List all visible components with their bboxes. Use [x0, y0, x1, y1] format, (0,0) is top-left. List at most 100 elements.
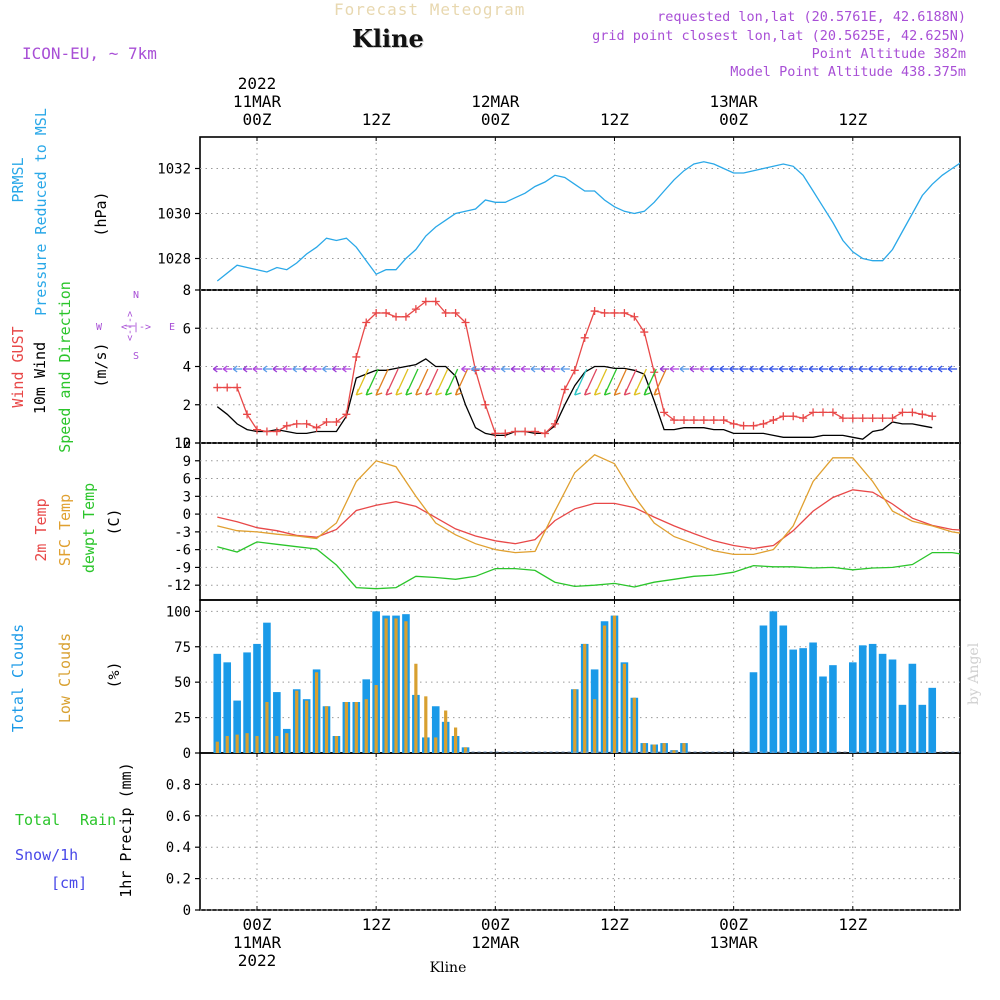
low-cloud-bar [364, 699, 368, 753]
precip-unit: 1hr Precip (mm) [117, 762, 135, 897]
wind-direction-arrow [679, 365, 689, 373]
wind-direction-arrow [937, 365, 948, 373]
low-cloud-bar [434, 737, 438, 753]
model-label: ICON-EU, ~ 7km [22, 44, 157, 63]
station-name: Kline [352, 24, 424, 53]
wind-direction-arrow [659, 365, 670, 373]
gust-marker [411, 305, 420, 314]
low-cloud-bar [662, 743, 666, 753]
total-cloud-bar [809, 642, 817, 753]
y-tick-label: 50 [174, 675, 191, 691]
wind-direction-arrow [623, 368, 638, 396]
t2m-label: 2m Temp [32, 498, 50, 561]
gust-marker [848, 414, 857, 423]
requested-coords: requested lon,lat (20.5761E, 42.6188N) [657, 9, 966, 25]
total-cloud-bar [858, 645, 867, 753]
gust-marker [253, 425, 261, 434]
gust-marker [868, 414, 877, 423]
gust-marker [550, 419, 559, 428]
total-cloud-bar [789, 649, 798, 753]
total-cloud-bar [918, 704, 927, 753]
total-cloud-bar [769, 611, 778, 753]
y-tick-label: 75 [174, 640, 191, 656]
panel-frame-temp [199, 442, 961, 601]
low-cloud-bar [593, 699, 597, 753]
snow-unit: [cm] [51, 874, 87, 892]
bottom-time-label: 00Z [243, 915, 272, 934]
bottom-time-label: 11MAR [233, 933, 282, 952]
wind-direction-arrow [500, 365, 511, 373]
wind-direction-arrow [749, 365, 759, 373]
y-tick-label: 3 [183, 489, 191, 505]
gust-marker [421, 297, 430, 306]
bottom-time-label: 12MAR [471, 933, 520, 952]
gust-marker [640, 328, 649, 337]
bottom-time-label: 13MAR [710, 933, 759, 952]
wind-direction-arrow [947, 365, 958, 373]
wind-direction-arrow [445, 368, 459, 396]
gust-marker [272, 427, 281, 436]
wind-direction-arrow [699, 365, 709, 373]
total-cloud-bar [263, 622, 271, 753]
snow-label: Snow/1h [15, 846, 78, 864]
gust-marker [262, 427, 271, 436]
low-cloud-bar [424, 696, 428, 753]
total-cloud-bar [799, 648, 807, 753]
y-tick-label: 6 [183, 321, 191, 337]
gust-marker [342, 410, 351, 419]
gust-marker [719, 416, 728, 425]
compass-ns-arrow: <-|-> [125, 311, 136, 341]
total-cloud-bar [233, 700, 241, 753]
wind-direction-arrow [739, 365, 749, 373]
total-cloud-bar [759, 625, 768, 753]
wind-direction-arrow [594, 368, 608, 396]
pressure-label: PRMSL [9, 157, 27, 202]
top-time-label: 2022 [238, 74, 277, 93]
wind-direction-arrow [729, 365, 739, 373]
wind-direction-arrow [838, 365, 848, 373]
gust-marker [779, 412, 788, 421]
wind-direction-arrow [788, 365, 799, 373]
gust-marker [729, 419, 738, 428]
y-tick-label: 0.8 [166, 777, 191, 793]
sfc-label: SFC Temp [56, 494, 74, 566]
wind-direction-arrow [778, 365, 789, 373]
grid-point-coords: grid point closest lon,lat (20.5625E, 42… [592, 28, 966, 44]
wind-direction-arrow [490, 365, 501, 373]
low-cloud-bar [354, 702, 358, 753]
total-cloud-bar [273, 692, 281, 753]
y-tick-label: 0 [183, 436, 191, 452]
chart-title: Forecast Meteogram [334, 0, 526, 19]
dewpt-label: dewpt Temp [80, 483, 98, 573]
total-cloud-bar [431, 706, 440, 753]
gust-marker [322, 417, 331, 426]
wind-direction-arrow [510, 365, 521, 373]
wind-direction-arrow [395, 368, 409, 396]
y-tick-label: -3 [174, 525, 191, 541]
dewpt-line [217, 541, 960, 590]
gust-marker [540, 429, 549, 438]
gust-label: Wind GUST [9, 326, 27, 407]
top-time-label: 00Z [243, 110, 272, 129]
top-time-label: 12Z [600, 110, 629, 129]
low-cloud-bar [265, 702, 269, 753]
total-cloud-bar [908, 663, 917, 753]
y-tick-label: -6 [174, 543, 191, 559]
wind-direction-arrow [878, 365, 888, 373]
total-cloud-bar [829, 665, 837, 753]
low-cloud-bar [324, 706, 329, 753]
total-cloud-bar [819, 676, 827, 753]
wind-direction-arrow [272, 365, 282, 373]
wind-direction-arrow [917, 365, 928, 373]
compass-s: S [133, 351, 139, 362]
wind-direction-arrow [888, 365, 898, 373]
compass-e: E [169, 322, 175, 333]
wind-label: 10m Wind [31, 342, 49, 414]
gust-marker [431, 297, 440, 306]
low-cloud-bar [384, 618, 388, 753]
y-tick-label: 0.4 [166, 840, 191, 856]
wind-direction-arrow [868, 365, 878, 373]
wind-speed-line [216, 358, 933, 440]
gust-marker [491, 429, 500, 438]
